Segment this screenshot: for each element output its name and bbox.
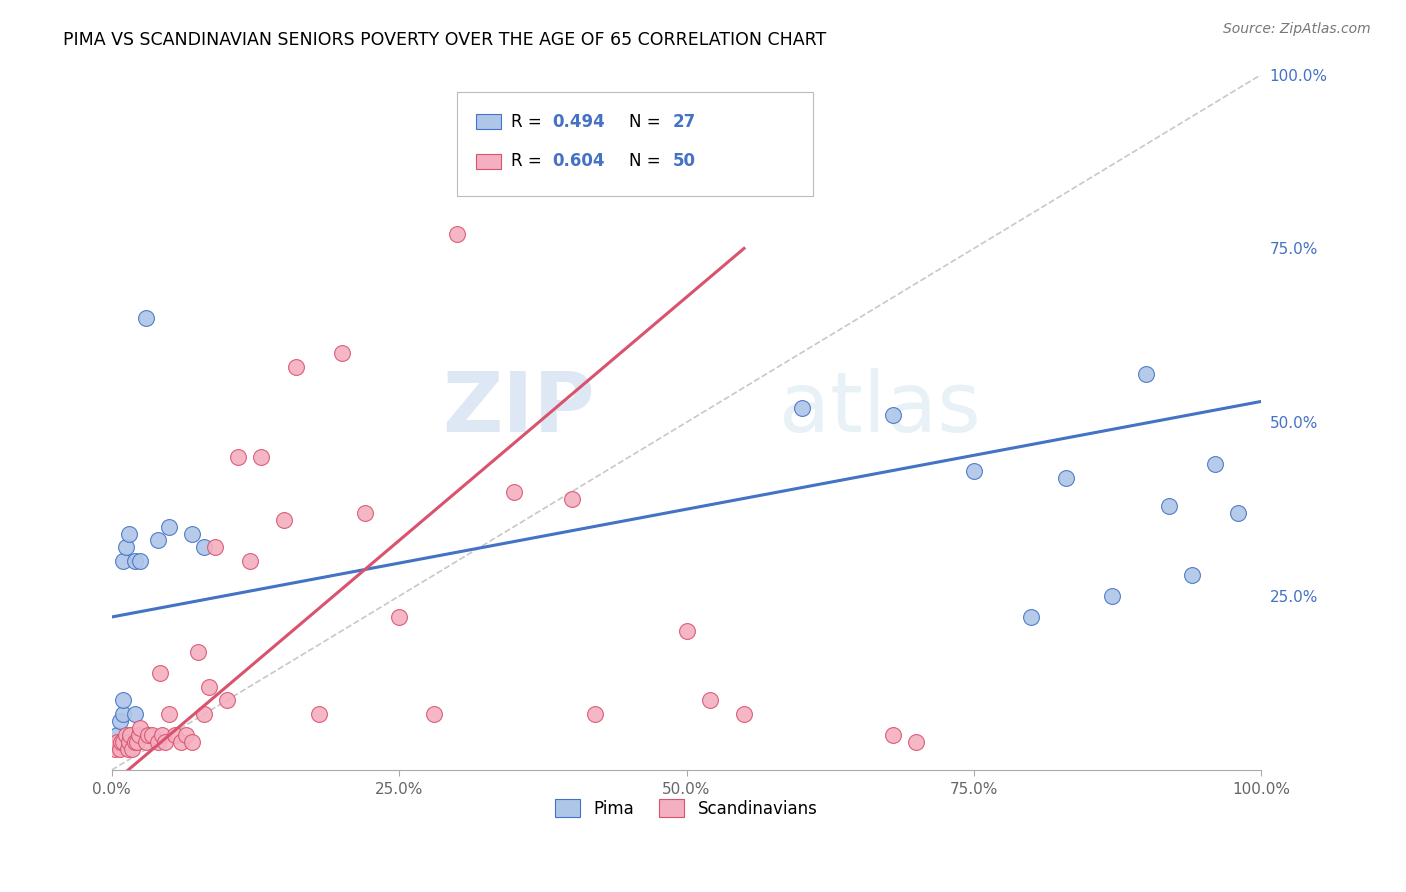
Point: [226, 450, 249, 464]
Point: [905, 735, 928, 749]
Point: [1181, 568, 1204, 582]
Point: [675, 158, 697, 172]
Point: [163, 728, 186, 742]
Point: [117, 742, 139, 756]
Point: [284, 359, 307, 374]
Point: [138, 728, 160, 742]
Text: 50: 50: [672, 153, 696, 170]
FancyBboxPatch shape: [477, 114, 502, 129]
Point: [149, 665, 172, 680]
Point: [561, 491, 583, 506]
Point: [1227, 506, 1250, 520]
Point: [273, 513, 295, 527]
Point: [353, 506, 375, 520]
Point: [882, 728, 904, 742]
Point: [120, 728, 142, 742]
Point: [1135, 367, 1157, 381]
Point: [388, 610, 411, 624]
Point: [135, 735, 157, 749]
Point: [187, 645, 209, 659]
Point: [239, 554, 262, 568]
Point: [446, 227, 468, 242]
Point: [124, 735, 146, 749]
Text: ZIP: ZIP: [441, 368, 595, 449]
Text: Source: ZipAtlas.com: Source: ZipAtlas.com: [1223, 22, 1371, 37]
Point: [963, 464, 986, 478]
Point: [176, 728, 198, 742]
Point: [118, 735, 141, 749]
Point: [107, 735, 129, 749]
Point: [153, 735, 176, 749]
Point: [1159, 499, 1181, 513]
Point: [503, 484, 526, 499]
Point: [157, 707, 180, 722]
FancyBboxPatch shape: [457, 92, 813, 196]
Point: [790, 401, 813, 416]
Point: [107, 728, 129, 742]
Text: N =: N =: [628, 153, 666, 170]
Point: [181, 526, 204, 541]
Point: [135, 310, 157, 325]
Point: [129, 554, 152, 568]
Point: [112, 735, 135, 749]
Point: [110, 735, 132, 749]
Point: [583, 707, 606, 722]
Point: [733, 707, 755, 722]
Point: [250, 450, 273, 464]
Text: N =: N =: [628, 112, 666, 131]
Point: [114, 728, 136, 742]
Text: atlas: atlas: [779, 368, 980, 449]
Point: [204, 541, 226, 555]
Point: [112, 693, 135, 707]
Point: [215, 693, 238, 707]
Point: [108, 714, 131, 729]
Point: [675, 624, 697, 638]
Point: [124, 707, 146, 722]
Point: [129, 721, 152, 735]
Point: [141, 728, 163, 742]
Point: [124, 554, 146, 568]
Point: [108, 742, 131, 756]
Point: [422, 707, 444, 722]
Point: [157, 519, 180, 533]
Point: [198, 680, 221, 694]
Text: R =: R =: [510, 112, 547, 131]
Point: [112, 554, 135, 568]
Point: [170, 735, 193, 749]
Point: [104, 742, 127, 756]
Point: [1101, 589, 1123, 603]
Point: [118, 526, 141, 541]
Point: [146, 735, 169, 749]
Point: [125, 735, 148, 749]
Point: [112, 707, 135, 722]
Point: [308, 707, 330, 722]
Point: [146, 533, 169, 548]
Text: R =: R =: [510, 153, 547, 170]
Text: 27: 27: [672, 112, 696, 131]
Point: [882, 409, 904, 423]
Text: PIMA VS SCANDINAVIAN SENIORS POVERTY OVER THE AGE OF 65 CORRELATION CHART: PIMA VS SCANDINAVIAN SENIORS POVERTY OVE…: [63, 31, 827, 49]
Point: [699, 693, 721, 707]
Point: [193, 541, 215, 555]
Point: [150, 728, 173, 742]
Point: [114, 541, 136, 555]
Text: 0.494: 0.494: [553, 112, 605, 131]
Point: [1204, 457, 1226, 471]
Text: 0.604: 0.604: [553, 153, 605, 170]
Point: [1021, 610, 1043, 624]
Point: [330, 345, 353, 359]
Point: [128, 728, 150, 742]
Point: [193, 707, 215, 722]
FancyBboxPatch shape: [477, 153, 502, 169]
Point: [181, 735, 204, 749]
Point: [121, 742, 143, 756]
Point: [1054, 471, 1077, 485]
Legend: Pima, Scandinavians: Pima, Scandinavians: [548, 793, 824, 824]
